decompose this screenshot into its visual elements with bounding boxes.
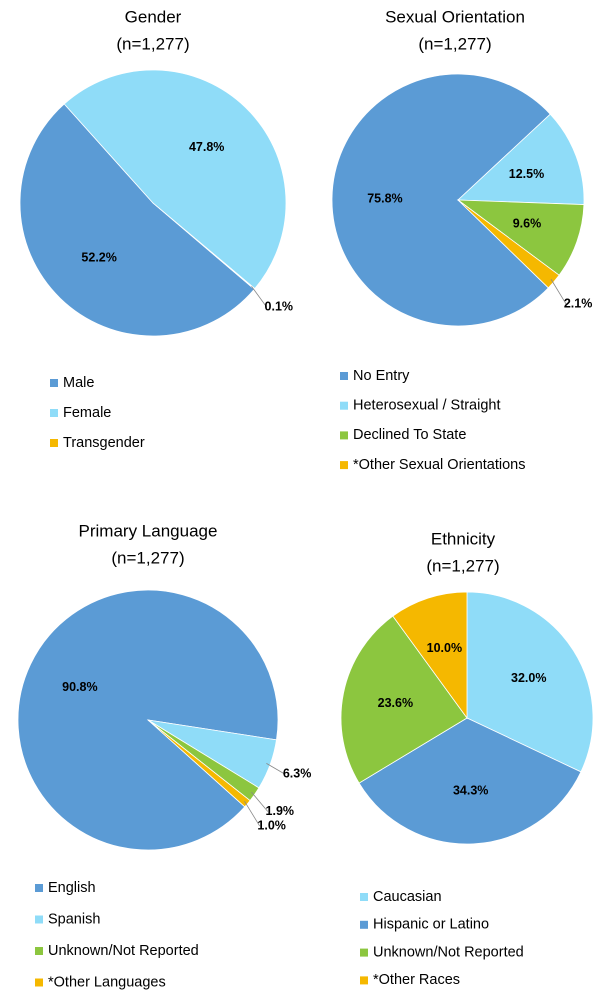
- legend-swatch: [35, 978, 43, 987]
- leader-line: [244, 801, 261, 827]
- value-label: 2.1%: [564, 296, 593, 310]
- legend-swatch: [35, 884, 43, 892]
- chart-subtitle: (n=1,277): [111, 548, 184, 567]
- pie-slice: [340, 615, 468, 784]
- legend-swatch: [35, 915, 43, 924]
- pie-slice: [457, 113, 585, 205]
- value-label: 0.1%: [265, 300, 294, 314]
- leader-line: [251, 791, 269, 812]
- chart-subtitle: (n=1,277): [116, 34, 189, 53]
- legend-label: Male: [63, 375, 94, 391]
- chart-title: Gender: [125, 7, 182, 26]
- pie-slice: [456, 199, 585, 276]
- legend-label: *Other Races: [373, 972, 460, 988]
- legend-swatch: [340, 372, 348, 380]
- leader-line: [550, 279, 567, 305]
- legend-label: Female: [63, 405, 111, 421]
- legend-swatch: [360, 920, 368, 929]
- value-label: 1.0%: [257, 818, 286, 832]
- legend-swatch: [360, 976, 368, 985]
- value-label: 10.0%: [427, 641, 462, 655]
- legend-label: Unknown/Not Reported: [48, 943, 199, 959]
- pie-slice: [63, 69, 287, 290]
- legend-label: Hispanic or Latino: [373, 917, 489, 933]
- value-label: 75.8%: [367, 191, 402, 205]
- legend-label: Transgender: [63, 435, 145, 451]
- legend-label: English: [48, 880, 96, 896]
- pie-slice: [19, 103, 255, 337]
- value-label: 23.6%: [378, 696, 413, 710]
- pie-slice: [152, 202, 256, 290]
- legend-label: Unknown/Not Reported: [373, 944, 524, 960]
- pie-slice: [392, 591, 468, 720]
- legend-label: Spanish: [48, 911, 100, 927]
- chart-subtitle: (n=1,277): [418, 34, 491, 53]
- value-label: 1.9%: [266, 804, 295, 818]
- legend-swatch: [340, 461, 348, 470]
- pie-slice: [466, 591, 594, 773]
- pie-slice: [358, 717, 582, 845]
- legend-swatch: [340, 401, 348, 410]
- value-label: 32.0%: [511, 671, 546, 685]
- pie-slice: [331, 73, 551, 327]
- legend-swatch: [35, 947, 43, 955]
- legend-label: *Other Languages: [48, 974, 166, 990]
- pie-slice: [457, 199, 560, 289]
- value-label: 52.2%: [81, 251, 116, 265]
- chart-title: Ethnicity: [431, 529, 496, 548]
- legend-label: Caucasian: [373, 889, 442, 905]
- legend-swatch: [360, 893, 368, 901]
- leader-line: [251, 286, 268, 308]
- chart-title: Primary Language: [79, 521, 218, 540]
- value-label: 90.8%: [62, 680, 97, 694]
- chart-subtitle: (n=1,277): [426, 556, 499, 575]
- legend-label: No Entry: [353, 368, 410, 384]
- legend-label: Heterosexual / Straight: [353, 398, 501, 414]
- legend-label: *Other Sexual Orientations: [353, 457, 525, 473]
- legend-swatch: [340, 431, 348, 440]
- pie-slice: [147, 719, 251, 808]
- legend-swatch: [360, 948, 368, 957]
- legend-swatch: [50, 439, 58, 447]
- value-label: 9.6%: [513, 217, 542, 231]
- value-label: 6.3%: [283, 767, 312, 781]
- value-label: 34.3%: [453, 783, 488, 797]
- leader-line: [266, 763, 286, 775]
- legend-swatch: [50, 409, 58, 417]
- chart-title: Sexual Orientation: [385, 7, 525, 26]
- legend-label: Declined To State: [353, 427, 466, 443]
- value-label: 47.8%: [189, 140, 224, 154]
- legend-swatch: [50, 379, 58, 387]
- value-label: 12.5%: [509, 167, 544, 181]
